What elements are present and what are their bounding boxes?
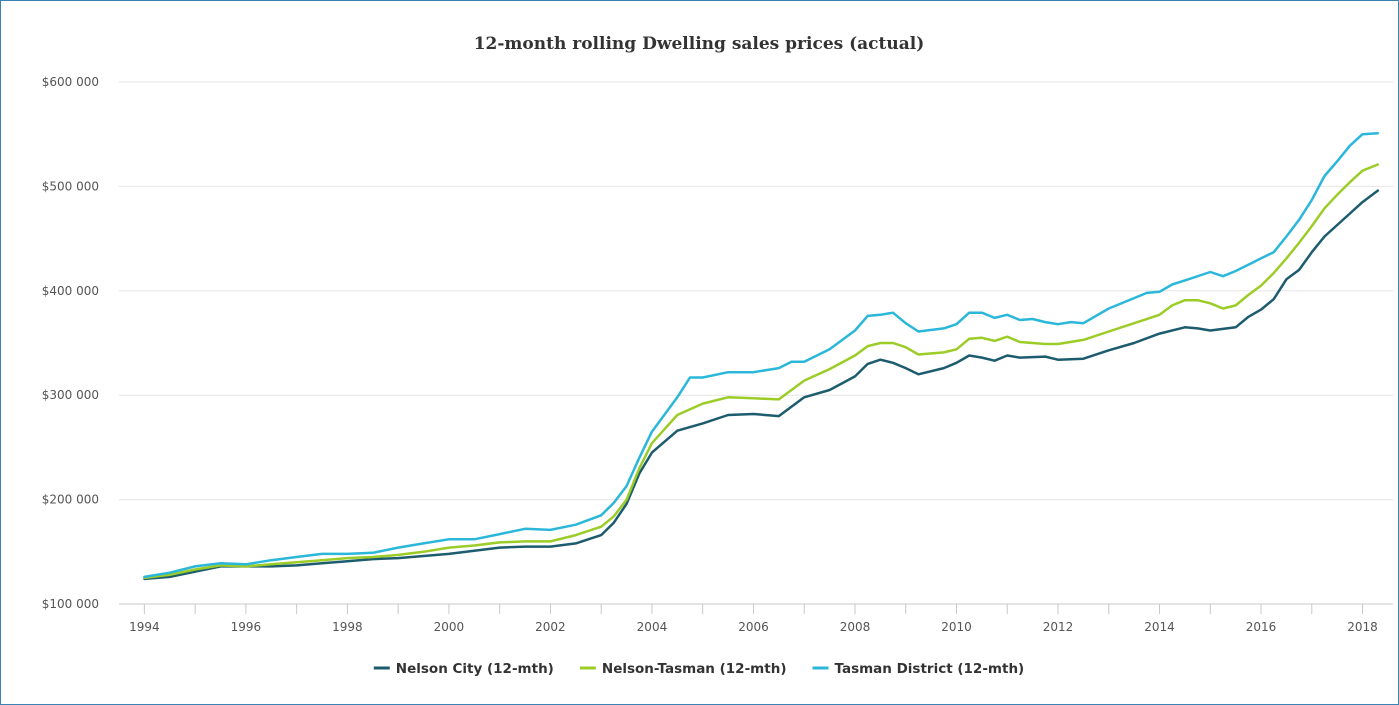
y-tick-label: $300 000 <box>42 388 99 402</box>
legend-item[interactable]: Nelson City (12-mth) <box>373 661 554 677</box>
x-tick-label: 2004 <box>637 620 668 634</box>
x-axis-tick-labels: 1994 1996 1998 2000 2002 2004 2006 2008 2010 2012… <box>129 620 1378 634</box>
y-tick-label: $100 000 <box>42 597 99 611</box>
legend-item[interactable]: Tasman District (12-mth) <box>812 661 1025 677</box>
x-tick-label: 2002 <box>535 620 566 634</box>
grid-lines <box>119 81 1393 501</box>
y-tick-label: $500 000 <box>42 179 99 193</box>
legend-label[interactable]: Tasman District (12-mth) <box>835 661 1025 677</box>
y-tick-label: $600 000 <box>42 75 99 89</box>
series-line <box>143 131 1380 579</box>
x-tick-label: 2008 <box>840 620 871 634</box>
y-axis-tick-labels: $100 000 $200 000 $300 000 $400 000 $500 000… <box>42 75 99 611</box>
x-tick-label: 2006 <box>738 620 769 634</box>
legend-label[interactable]: Nelson-Tasman (12-mth) <box>602 661 787 677</box>
y-tick-label: $400 000 <box>42 284 99 298</box>
series-line <box>143 163 1380 580</box>
series-lines <box>143 131 1380 581</box>
x-tick-label: 1996 <box>231 620 262 634</box>
x-tick-label: 2014 <box>1144 620 1175 634</box>
y-tick-label: $200 000 <box>42 493 99 507</box>
x-tick-label: 2012 <box>1043 620 1074 634</box>
x-tick-label: 2016 <box>1246 620 1277 634</box>
x-tick-label: 1994 <box>129 620 160 634</box>
x-axis <box>119 603 1393 614</box>
x-tick-label: 2000 <box>434 620 465 634</box>
series-line <box>143 189 1380 581</box>
legend: Nelson City (12-mth) Nelson-Tasman (12-mt… <box>373 661 1025 677</box>
x-tick-label: 2018 <box>1347 620 1378 634</box>
x-tick-label: 1998 <box>332 620 363 634</box>
chart-title: 12-month rolling Dwelling sales prices (… <box>474 34 925 54</box>
legend-item[interactable]: Nelson-Tasman (12-mth) <box>579 661 787 677</box>
x-tick-label: 2010 <box>941 620 972 634</box>
legend-label[interactable]: Nelson City (12-mth) <box>396 661 554 677</box>
